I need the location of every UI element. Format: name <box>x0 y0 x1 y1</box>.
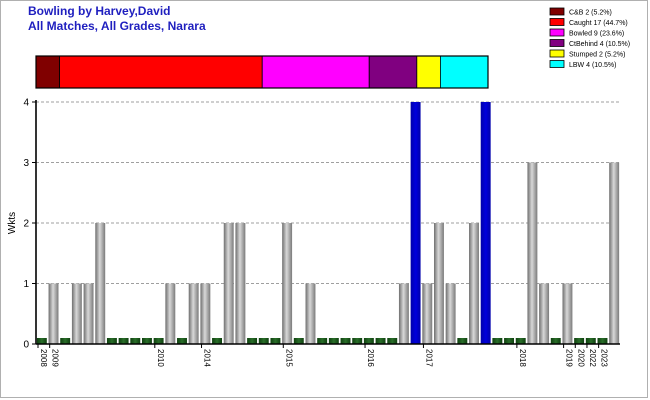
legend-swatch <box>549 7 565 16</box>
x-tick-label: 2008 <box>39 349 48 367</box>
x-tick-label: 2022 <box>588 349 597 367</box>
bar <box>398 283 409 344</box>
bar <box>247 338 258 344</box>
bar <box>212 338 223 344</box>
bar <box>527 162 538 344</box>
dismissal-segment <box>416 55 441 89</box>
bar <box>585 338 596 344</box>
x-tick-label: 2016 <box>366 349 375 367</box>
chart-title: Bowling by Harvey,David <box>28 4 171 18</box>
bar <box>328 338 339 344</box>
x-tick-label: 2010 <box>156 349 165 367</box>
legend-label: Bowled 9 (23.6%) <box>569 31 624 38</box>
dismissal-segment <box>261 55 370 89</box>
bar <box>235 223 246 344</box>
bar <box>60 338 71 344</box>
bar <box>433 223 444 344</box>
bar <box>469 223 479 344</box>
bar <box>457 338 468 344</box>
legend-label: C&B 2 (5.2%) <box>569 10 612 17</box>
bar <box>515 338 526 344</box>
bar <box>118 338 129 344</box>
x-tick-label: 2017 <box>424 349 433 367</box>
bar <box>83 283 94 344</box>
legend-swatch <box>549 18 565 26</box>
x-tick-label: 2015 <box>284 349 293 367</box>
bar <box>504 338 515 344</box>
bar <box>36 338 47 344</box>
legend-label: Caught 17 (44.7%) <box>569 20 628 27</box>
bar <box>258 338 269 344</box>
bar <box>317 338 328 344</box>
bar <box>282 223 293 344</box>
bar <box>305 283 316 344</box>
dismissal-segment <box>59 55 263 89</box>
y-axis-label: Wkts <box>7 212 18 234</box>
dismissal-strip-border <box>35 55 489 89</box>
legend-swatch <box>549 39 565 47</box>
y-tick-label: 0 <box>23 340 29 351</box>
bar <box>352 338 363 344</box>
bar <box>597 338 608 344</box>
bar <box>106 338 117 344</box>
bar <box>270 338 281 344</box>
x-tick-label: 2018 <box>518 349 527 367</box>
bar <box>223 223 234 344</box>
bar <box>141 338 152 344</box>
bar <box>550 338 561 344</box>
bar <box>153 338 164 344</box>
x-tick-label: 2020 <box>576 349 585 367</box>
bar <box>165 283 176 344</box>
legend-swatch <box>549 49 565 58</box>
legend-label: Stumped 2 (5.2%) <box>569 52 625 59</box>
bar <box>340 338 351 344</box>
dismissal-segment <box>35 55 60 89</box>
bar <box>539 283 550 344</box>
bar <box>574 338 585 344</box>
bar <box>200 283 211 344</box>
bar <box>95 223 106 344</box>
bar <box>609 162 620 344</box>
bar <box>130 338 141 344</box>
legend-label: CtBehind 4 (10.5%) <box>569 41 630 48</box>
bar <box>445 283 456 344</box>
x-tick-label: 2023 <box>600 349 609 367</box>
bar <box>375 338 386 344</box>
y-tick-label: 2 <box>23 219 29 230</box>
legend-swatch <box>549 60 565 68</box>
y-tick-label: 3 <box>23 158 29 169</box>
bar <box>422 283 433 344</box>
y-tick-label: 4 <box>23 98 29 109</box>
bar <box>363 338 374 344</box>
x-tick-label: 2019 <box>565 349 574 367</box>
y-tick-label: 1 <box>23 279 29 290</box>
bar <box>188 283 199 344</box>
bar <box>177 338 187 344</box>
bar <box>492 338 503 344</box>
x-tick-label: 2009 <box>51 349 60 367</box>
bar <box>387 338 398 344</box>
bar <box>562 283 573 344</box>
dismissal-segment <box>368 55 418 89</box>
bar <box>71 283 82 344</box>
chart-subtitle: All Matches, All Grades, Narara <box>28 19 206 33</box>
bar <box>293 338 304 344</box>
bar <box>48 283 59 344</box>
legend-swatch <box>549 28 565 37</box>
bar <box>410 102 421 344</box>
x-tick-label: 2014 <box>203 349 212 367</box>
dismissal-segment <box>439 55 489 89</box>
legend-label: LBW 4 (10.5%) <box>569 62 616 69</box>
bar <box>480 102 491 344</box>
